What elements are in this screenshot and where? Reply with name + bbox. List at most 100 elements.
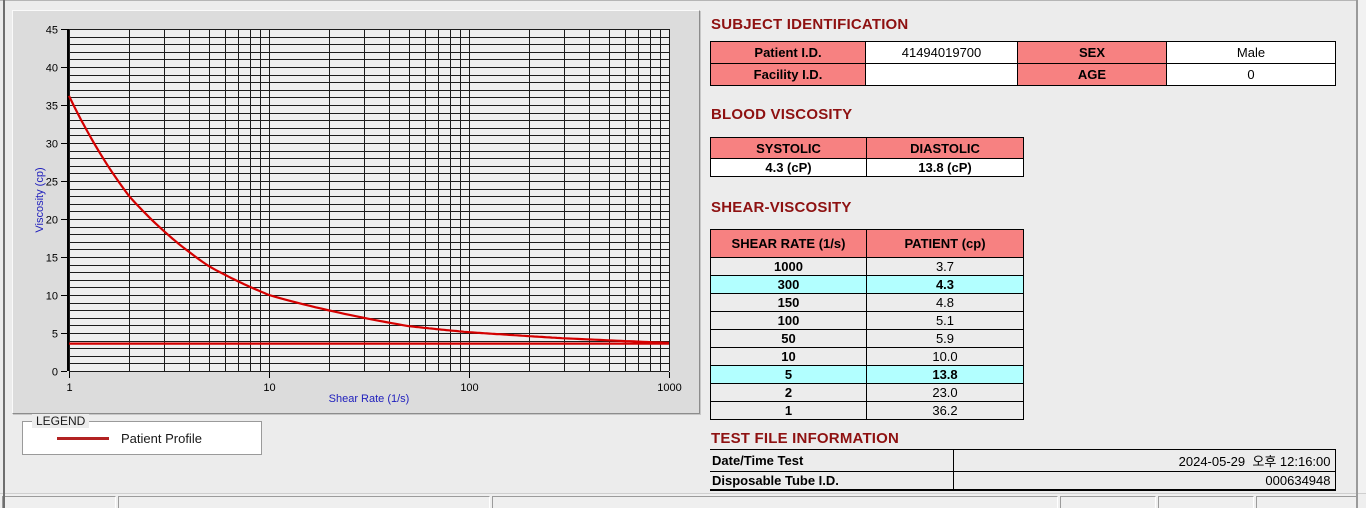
patient-id-label: Patient I.D. [710, 41, 866, 64]
axis-tick-labels: 0 5 10 15 20 25 30 35 40 45 1 10 100 1000 [46, 25, 682, 395]
legend-entry-label: Patient Profile [121, 430, 202, 446]
status-panel [1060, 496, 1156, 508]
patient-value-cell: 13.8 [866, 365, 1024, 384]
shear-rate-cell: 150 [710, 293, 867, 312]
table-row: 4.3 (cP) 13.8 (cP) [710, 158, 1024, 177]
y-axis-title: Viscosity (cp) [34, 167, 46, 232]
shear-rate-cell: 100 [710, 311, 867, 330]
patient-value-cell: 23.0 [866, 383, 1024, 402]
diastolic-header: DIASTOLIC [866, 137, 1024, 159]
date-time-test-value: 2024-05-29 오후 12:16:00 [952, 449, 1336, 472]
shear-rate-cell: 5 [710, 365, 867, 384]
shear-viscosity-title: SHEAR-VISCOSITY [711, 199, 852, 216]
test-file-information-title: TEST FILE INFORMATION [711, 430, 900, 447]
patient-value-cell: 3.7 [866, 257, 1024, 276]
disposable-tube-id-value: 000634948 [952, 471, 1336, 491]
test-file-information-table: Date/Time Test 2024-05-29 오후 12:16:00 Di… [710, 449, 1336, 491]
shear-rate-cell: 300 [710, 275, 867, 294]
shear-row: 150 4.8 [710, 293, 1024, 312]
shear-row: 2 23.0 [710, 383, 1024, 402]
patient-value-cell: 5.9 [866, 329, 1024, 348]
status-panel [1256, 496, 1358, 508]
table-row: Disposable Tube I.D. 000634948 [710, 471, 1336, 491]
y-tick-label: 15 [46, 253, 58, 265]
patient-id-value: 41494019700 [865, 41, 1018, 64]
patient-value-cell: 36.2 [866, 401, 1024, 420]
table-row: Patient I.D. 41494019700 SEX Male [710, 41, 1336, 64]
table-row: Date/Time Test 2024-05-29 오후 12:16:00 [710, 449, 1336, 472]
window-right-edge [1356, 0, 1358, 508]
shear-rate-header: SHEAR RATE (1/s) [710, 229, 867, 258]
patient-profile-curve [68, 95, 670, 344]
patient-value-cell: 10.0 [866, 347, 1024, 366]
patient-profile-line-swatch [57, 436, 109, 440]
x-tick-label: 10 [263, 382, 275, 394]
shear-row: 50 5.9 [710, 329, 1024, 348]
y-axis [67, 29, 69, 371]
shear-rate-cell: 10 [710, 347, 867, 366]
shear-viscosity-table: SHEAR RATE (1/s) PATIENT (cp) 1000 3.7 300… [710, 229, 1024, 420]
shear-rate-cell: 50 [710, 329, 867, 348]
x-axis-title: Shear Rate (1/s) [329, 393, 410, 405]
y-tick-label: 0 [52, 367, 58, 379]
shear-rate-cell: 1000 [710, 257, 867, 276]
x-tick-label: 1000 [657, 382, 681, 394]
x-tick-label: 100 [460, 382, 478, 394]
status-panel [2, 496, 116, 508]
y-tick-label: 25 [46, 177, 58, 189]
shear-rate-cell: 1 [710, 401, 867, 420]
subject-identification-title: SUBJECT IDENTIFICATION [711, 16, 909, 33]
y-tick-label: 10 [46, 291, 58, 303]
y-tick-label: 40 [46, 63, 58, 75]
table-row: SYSTOLIC DIASTOLIC [710, 137, 1024, 159]
shear-row: 100 5.1 [710, 311, 1024, 330]
status-panel [1158, 496, 1254, 508]
table-header-row: SHEAR RATE (1/s) PATIENT (cp) [710, 229, 1024, 258]
shear-rate-cell: 2 [710, 383, 867, 402]
legend-box: LEGEND Patient Profile [22, 414, 262, 455]
y-tick-label: 20 [46, 215, 58, 227]
systolic-value: 4.3 (cP) [710, 158, 867, 177]
patient-value-cell: 5.1 [866, 311, 1024, 330]
shear-row: 1000 3.7 [710, 257, 1024, 276]
legend-box-title: LEGEND [32, 414, 90, 428]
y-tick-label: 45 [46, 25, 58, 37]
y-tick-label: 5 [52, 329, 58, 341]
shear-row: 5 13.8 [710, 365, 1024, 384]
disposable-tube-id-label: Disposable Tube I.D. [710, 471, 954, 491]
sex-value: Male [1166, 41, 1336, 64]
blood-viscosity-title: BLOOD VISCOSITY [711, 106, 853, 123]
legend-entry: Patient Profile [23, 422, 261, 454]
diastolic-value: 13.8 (cP) [866, 158, 1024, 177]
patient-value-cell: 4.8 [866, 293, 1024, 312]
systolic-header: SYSTOLIC [710, 137, 867, 159]
facility-id-value [865, 63, 1018, 86]
shear-row: 300 4.3 [710, 275, 1024, 294]
y-tick-label: 30 [46, 139, 58, 151]
blood-viscosity-table: SYSTOLIC DIASTOLIC 4.3 (cP) 13.8 (cP) [710, 137, 1024, 177]
patient-cp-header: PATIENT (cp) [866, 229, 1024, 258]
facility-id-label: Facility I.D. [710, 63, 866, 86]
right-gutter [1358, 0, 1366, 508]
grid [69, 29, 670, 372]
age-value: 0 [1166, 63, 1336, 86]
plot-area [69, 29, 669, 371]
patient-value-cell: 4.3 [866, 275, 1024, 294]
y-tick-label: 35 [46, 101, 58, 113]
subject-identification-table: Patient I.D. 41494019700 SEX Male Facili… [710, 41, 1336, 86]
date-time-test-label: Date/Time Test [710, 449, 954, 472]
x-tick-label: 1 [66, 382, 72, 394]
status-panel [492, 496, 1058, 508]
viscosity-chart-panel: 0 5 10 15 20 25 30 35 40 45 1 10 100 1000 Viscosity (c… [12, 10, 700, 414]
status-panel [118, 496, 490, 508]
shear-table-body: 1000 3.7 300 4.3 150 4.8 100 5.1 50 5.9 10 10.0 5 13.… [710, 257, 1024, 420]
shear-row: 10 10.0 [710, 347, 1024, 366]
shear-row: 1 36.2 [710, 401, 1024, 420]
table-row: Facility I.D. AGE 0 [710, 63, 1336, 86]
sex-label: SEX [1017, 41, 1167, 64]
status-bar [0, 493, 1366, 508]
age-label: AGE [1017, 63, 1167, 86]
window-left-edge [3, 0, 5, 508]
viscosity-chart-svg: 0 5 10 15 20 25 30 35 40 45 1 10 100 1000 Viscosity (c… [34, 25, 682, 406]
